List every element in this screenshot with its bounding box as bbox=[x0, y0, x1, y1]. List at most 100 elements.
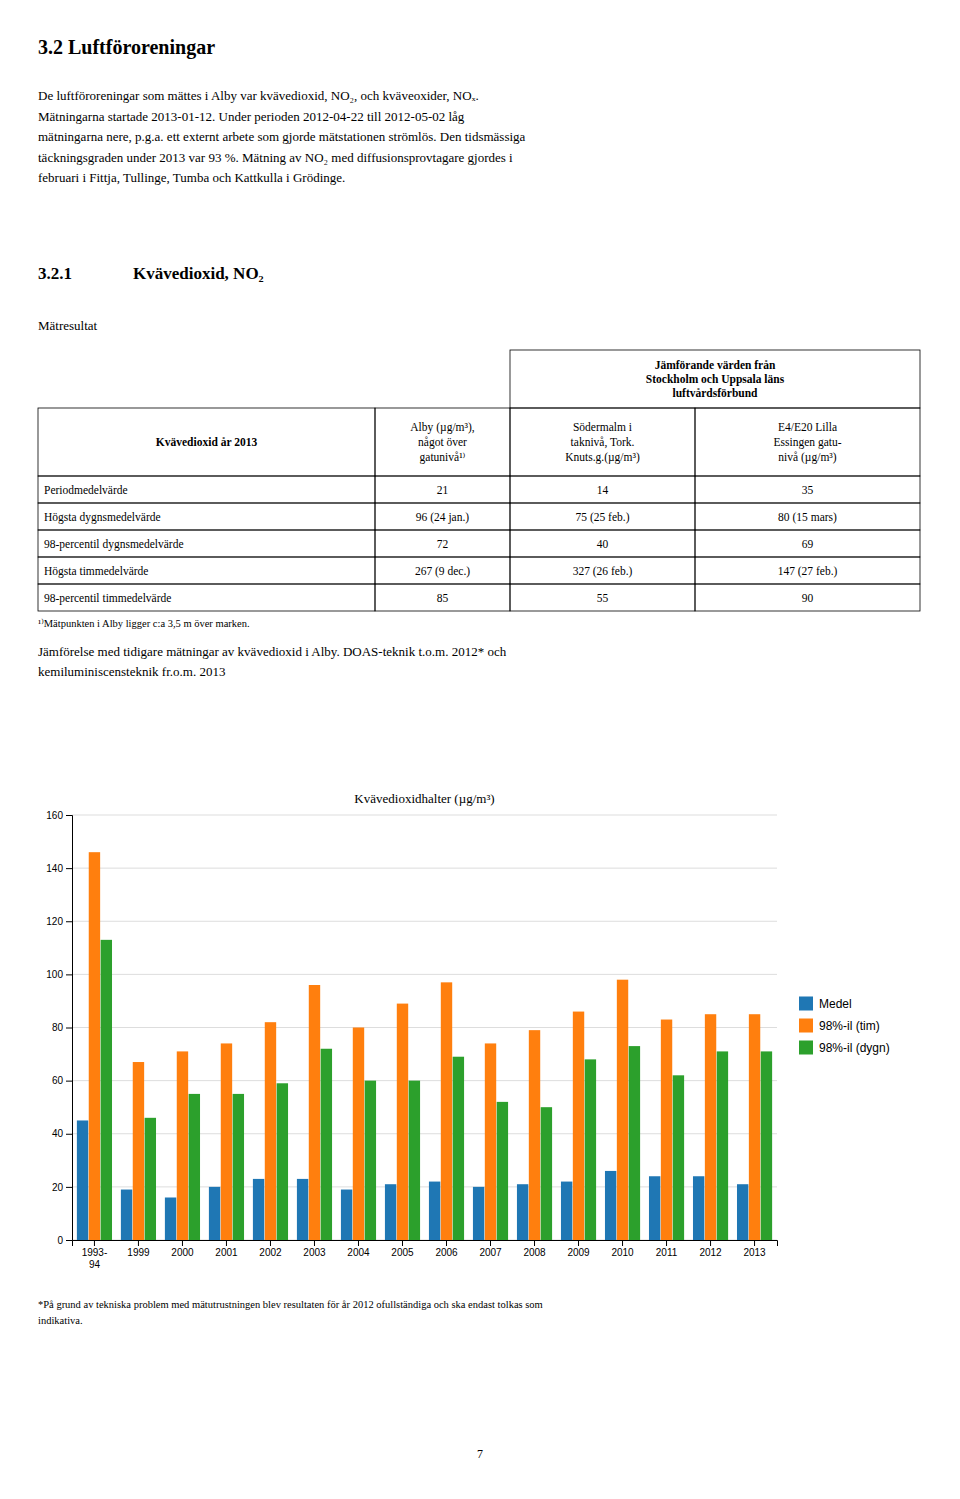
x-tick-mark bbox=[358, 1240, 359, 1246]
chart-title: Kvävedioxidhalter (µg/m³) bbox=[354, 791, 494, 806]
x-tick-mark bbox=[270, 1240, 271, 1246]
x-tick-label-line: 2011 bbox=[656, 1247, 678, 1258]
bar bbox=[409, 1081, 420, 1240]
section-title-line: Kvävedioxid, NO₂ bbox=[133, 264, 264, 283]
x-tick-mark bbox=[666, 1240, 667, 1246]
y-tick-label: 120 bbox=[46, 916, 63, 927]
bar bbox=[761, 1051, 772, 1240]
table-cell bbox=[510, 557, 695, 584]
table-value: 98-percentil timmedelvärde bbox=[44, 592, 171, 605]
bar bbox=[605, 1171, 616, 1240]
section-title: Kvävedioxid, NO₂ bbox=[133, 264, 264, 283]
table-cell bbox=[38, 476, 375, 503]
bar bbox=[385, 1184, 396, 1240]
bar bbox=[177, 1051, 188, 1240]
x-tick-mark bbox=[490, 1240, 491, 1246]
x-tick: 1999 bbox=[127, 1240, 150, 1258]
table-value: 35 bbox=[802, 484, 814, 496]
x-tick-label-line: 2013 bbox=[743, 1247, 766, 1258]
x-tick-label-line: 2004 bbox=[347, 1247, 370, 1258]
intro-line-line: Mätningarna startade 2013-01-12. Under p… bbox=[38, 109, 465, 124]
x-tick-label-line: 2008 bbox=[523, 1247, 546, 1258]
table-footnote-line: ¹⁾Mätpunkten i Alby ligger c:a 3,5 m öve… bbox=[38, 618, 250, 629]
legend-swatch bbox=[799, 997, 813, 1011]
bar bbox=[749, 1014, 760, 1240]
table-value-line: 267 (9 dec.) bbox=[415, 565, 470, 578]
bar bbox=[133, 1062, 144, 1240]
y-tick-label: 60 bbox=[52, 1075, 64, 1086]
y-tick-mark bbox=[66, 974, 72, 975]
bar bbox=[585, 1059, 596, 1240]
x-tick-label: 2003 bbox=[303, 1247, 326, 1258]
table-value: 14 bbox=[597, 484, 609, 496]
table-cell bbox=[375, 530, 510, 557]
table-value-line: Högsta timmedelvärde bbox=[44, 565, 148, 578]
y-tick: 80 bbox=[52, 1022, 72, 1033]
y-tick-label: 100 bbox=[46, 969, 63, 980]
x-tick: 2001 bbox=[215, 1240, 238, 1258]
x-tick: 1993-94 bbox=[82, 1240, 108, 1270]
intro-line-line: täckningsgraden under 2013 var 93 %. Mät… bbox=[38, 150, 513, 165]
x-tick-mark bbox=[534, 1240, 535, 1246]
bar bbox=[485, 1043, 496, 1240]
legend-label: 98%-il (tim) bbox=[819, 1019, 880, 1033]
subsection-line: Mätresultat bbox=[38, 318, 98, 333]
x-tick: 2004 bbox=[347, 1240, 370, 1258]
y-tick: 100 bbox=[46, 969, 72, 980]
x-tick-label-line: 2003 bbox=[303, 1247, 326, 1258]
table-header: E4/E20 LillaEssingen gatu-nivå (µg/m³) bbox=[773, 421, 841, 464]
x-tick-mark bbox=[138, 1240, 139, 1246]
table-value-line: 55 bbox=[597, 592, 609, 604]
bar bbox=[453, 1057, 464, 1240]
page-title-line: 3.2 Luftföroreningar bbox=[38, 36, 215, 59]
legend-swatch bbox=[799, 1041, 813, 1055]
bar bbox=[341, 1190, 352, 1240]
y-tick: 0 bbox=[57, 1235, 72, 1246]
chart-footnote-line: indikativa. bbox=[38, 1315, 83, 1326]
bar-series bbox=[89, 852, 761, 1240]
x-tick-label-line: 2010 bbox=[611, 1247, 634, 1258]
bar bbox=[705, 1014, 716, 1240]
table-cell bbox=[695, 584, 920, 611]
x-tick: 2003 bbox=[303, 1240, 326, 1258]
intro-line-line: De luftföroreningar som mättes i Alby va… bbox=[38, 88, 479, 103]
y-tick-label: 160 bbox=[46, 810, 63, 821]
y-tick-mark bbox=[66, 1134, 72, 1135]
intro-line: mätningarna nere, p.g.a. ett externt arb… bbox=[38, 129, 526, 144]
x-tick-label-line: 2006 bbox=[435, 1247, 458, 1258]
bar bbox=[441, 982, 452, 1240]
x-tick-label-line: 2009 bbox=[567, 1247, 590, 1258]
bar bbox=[617, 980, 628, 1240]
page: 3.2 Luftföroreningar De luftföroreningar … bbox=[0, 0, 960, 1499]
x-tick-label-line: 1993- bbox=[82, 1247, 108, 1258]
table-header-line: Kvävedioxid år 2013 bbox=[156, 436, 258, 448]
table-cell bbox=[510, 503, 695, 530]
y-tick: 120 bbox=[46, 916, 72, 927]
table-header-line: gatunivå¹⁾ bbox=[420, 451, 466, 464]
y-tick-label: 0 bbox=[57, 1235, 63, 1246]
bar bbox=[573, 1012, 584, 1240]
x-tick: 2006 bbox=[435, 1240, 458, 1258]
table-group-header-line: Jämförande värden från bbox=[655, 359, 776, 371]
bar bbox=[661, 1020, 672, 1240]
table-value: 85 bbox=[437, 592, 449, 604]
x-tick-label-line: 2000 bbox=[171, 1247, 194, 1258]
chart: 0204060801001201401601993-94199920002001… bbox=[46, 791, 889, 1269]
grid-line bbox=[72, 815, 777, 816]
page-title: 3.2 Luftföroreningar bbox=[38, 36, 215, 59]
table-value-line: 80 (15 mars) bbox=[778, 511, 837, 524]
x-tick-label-line: 2002 bbox=[259, 1247, 282, 1258]
x-tick-label: 2011 bbox=[656, 1247, 678, 1258]
table-value: 72 bbox=[437, 538, 449, 550]
bar bbox=[165, 1198, 176, 1241]
x-tick-label: 2006 bbox=[435, 1247, 458, 1258]
table-value-line: 96 (24 jan.) bbox=[416, 511, 470, 524]
y-axis: 020406080100120140160 bbox=[46, 810, 72, 1246]
y-tick-mark bbox=[66, 815, 72, 816]
bar bbox=[693, 1176, 704, 1240]
y-tick-label: 80 bbox=[52, 1022, 64, 1033]
bar bbox=[309, 985, 320, 1240]
x-tick: 2012 bbox=[699, 1240, 722, 1258]
x-axis: 1993-94199920002001200220032004200520062… bbox=[73, 1240, 778, 1270]
table-value: 98-percentil dygnsmedelvärde bbox=[44, 538, 184, 551]
